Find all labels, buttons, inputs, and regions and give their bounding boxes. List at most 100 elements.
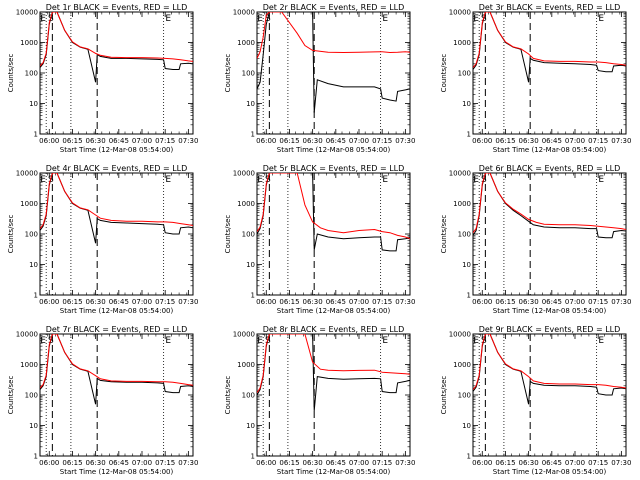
y-tick-label: 10 — [29, 422, 38, 430]
series-group — [257, 334, 410, 411]
x-tick-label: 07:00 — [565, 137, 585, 145]
y-axis-label: Counts/sec — [440, 54, 448, 93]
x-tick-label: 07:00 — [565, 459, 585, 467]
y-tick-label: 10 — [246, 100, 255, 108]
x-axis-label: Start Time (12-Mar-08 05:54:00) — [277, 146, 391, 154]
y-tick-label: 10000 — [16, 331, 38, 339]
y-tick-label: 1 — [467, 131, 471, 139]
y-axis-label: Counts/sec — [224, 215, 232, 254]
lld-series-line — [257, 12, 410, 59]
lld-series-line — [257, 173, 410, 240]
y-tick-label: 1 — [251, 292, 255, 300]
y-tick-label: 10 — [246, 261, 255, 269]
x-tick-label: 06:30 — [519, 459, 539, 467]
panel-2: Det 2r BLACK = Events, RED = LLD 1 10 100 10… — [224, 3, 415, 154]
plot-frame — [472, 172, 627, 296]
x-tick-label: 07:30 — [395, 298, 415, 306]
x-tick-label: 06:15 — [279, 298, 299, 306]
y-tick-label: 100 — [25, 231, 38, 239]
panel-title: Det 2r BLACK = Events, RED = LLD — [263, 3, 405, 12]
lld-series-line — [40, 12, 193, 67]
x-tick-label: 06:00 — [39, 298, 59, 306]
x-tick-label: 07:00 — [349, 137, 369, 145]
x-tick-label: 06:30 — [86, 459, 106, 467]
x-tick-label: 07:15 — [155, 137, 175, 145]
annotation-e: E — [473, 175, 479, 185]
y-tick-label: 100 — [458, 70, 471, 78]
y-tick-label: 100 — [25, 392, 38, 400]
x-axis-label: Start Time (12-Mar-08 05:54:00) — [277, 307, 391, 315]
x-tick-label: 07:00 — [565, 298, 585, 306]
y-tick-label: 1000 — [453, 39, 471, 47]
panel-title: Det 4r BLACK = Events, RED = LLD — [46, 164, 188, 173]
y-tick-label: 10 — [29, 261, 38, 269]
panel-title: Det 8r BLACK = Events, RED = LLD — [263, 325, 405, 334]
annotation-e: E — [382, 336, 388, 346]
x-tick-label: 06:00 — [39, 137, 59, 145]
x-tick-label: 07:00 — [132, 459, 152, 467]
x-tick-label: 07:30 — [178, 459, 198, 467]
y-axis-label: Counts/sec — [7, 54, 15, 93]
x-tick-label: 06:00 — [472, 137, 492, 145]
lld-series-line — [473, 334, 626, 390]
y-axis-label: Counts/sec — [7, 215, 15, 254]
annotation-e: E — [257, 175, 263, 185]
lld-series-line — [473, 12, 626, 68]
panel-7: Det 7r BLACK = Events, RED = LLD 1 10 100 10… — [7, 325, 198, 476]
y-tick-label: 1000 — [237, 200, 255, 208]
x-axis-label: Start Time (12-Mar-08 05:54:00) — [277, 468, 391, 476]
y-tick-label: 1000 — [453, 361, 471, 369]
annotation-e: E — [165, 336, 171, 346]
x-tick-label: 07:15 — [155, 298, 175, 306]
y-tick-label: 10 — [462, 422, 471, 430]
plot-frame — [256, 333, 411, 457]
series-group — [40, 12, 193, 83]
annotation-e: E — [473, 14, 479, 24]
annotation-e: E — [598, 336, 604, 346]
annotation-e: E — [40, 336, 46, 346]
annotation-e: E — [40, 175, 46, 185]
lld-series-line — [473, 173, 626, 234]
y-axis-label: Counts/sec — [224, 54, 232, 93]
lld-series-line — [257, 334, 410, 393]
y-tick-label: 10000 — [16, 9, 38, 17]
y-tick-label: 10000 — [449, 170, 471, 178]
annotation-e: E — [165, 175, 171, 185]
panel-9: Det 9r BLACK = Events, RED = LLD 1 10 100 10… — [440, 325, 631, 476]
x-tick-label: 06:00 — [256, 137, 276, 145]
y-tick-label: 100 — [458, 231, 471, 239]
y-tick-label: 100 — [242, 231, 255, 239]
x-axis-label: Start Time (12-Mar-08 05:54:00) — [60, 146, 174, 154]
y-tick-label: 10000 — [233, 9, 255, 17]
y-tick-label: 1 — [34, 453, 38, 461]
panel-title: Det 3r BLACK = Events, RED = LLD — [479, 3, 621, 12]
panel-title: Det 5r BLACK = Events, RED = LLD — [263, 164, 405, 173]
y-tick-label: 1 — [251, 453, 255, 461]
x-tick-label: 07:15 — [372, 298, 392, 306]
panel-4: Det 4r BLACK = Events, RED = LLD 1 10 100 10… — [7, 164, 198, 315]
y-tick-label: 10000 — [16, 170, 38, 178]
y-tick-label: 10000 — [233, 170, 255, 178]
y-tick-label: 100 — [242, 392, 255, 400]
annotation-e: E — [598, 175, 604, 185]
y-tick-label: 10 — [462, 261, 471, 269]
x-tick-label: 07:15 — [372, 459, 392, 467]
panel-6: Det 6r BLACK = Events, RED = LLD 1 10 100 10… — [440, 164, 631, 315]
x-tick-label: 06:15 — [279, 137, 299, 145]
y-tick-label: 100 — [458, 392, 471, 400]
x-tick-label: 06:45 — [109, 459, 129, 467]
x-tick-label: 06:00 — [256, 298, 276, 306]
x-tick-label: 06:00 — [472, 298, 492, 306]
x-tick-label: 06:45 — [542, 298, 562, 306]
x-tick-label: 07:15 — [588, 459, 608, 467]
x-tick-label: 06:45 — [109, 298, 129, 306]
x-tick-label: 06:00 — [256, 459, 276, 467]
panel-title: Det 9r BLACK = Events, RED = LLD — [479, 325, 621, 334]
y-tick-label: 1 — [34, 131, 38, 139]
annotation-e: E — [382, 14, 388, 24]
y-tick-label: 1000 — [237, 39, 255, 47]
x-axis-label: Start Time (12-Mar-08 05:54:00) — [493, 307, 607, 315]
x-tick-label: 07:30 — [611, 298, 631, 306]
x-tick-label: 06:30 — [303, 137, 323, 145]
x-tick-label: 06:45 — [326, 298, 346, 306]
